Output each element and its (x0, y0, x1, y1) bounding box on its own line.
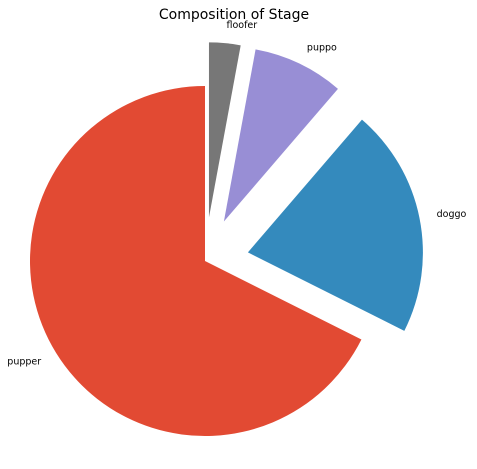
pie-label-doggo: doggo (437, 209, 467, 220)
pie-slice-floofer (208, 42, 241, 218)
pie-slice-puppo (223, 49, 338, 222)
pie-label-floofer: floofer (226, 20, 257, 31)
chart-title: Composition of Stage (159, 7, 309, 23)
pie-slices (29, 42, 423, 436)
pie-label-puppo: puppo (307, 42, 337, 53)
pie-slice-doggo (247, 119, 423, 331)
pie-label-pupper: pupper (7, 357, 41, 368)
pie-slice-pupper (29, 86, 362, 436)
pie-labels: pupper doggo puppo floofer (7, 20, 466, 367)
